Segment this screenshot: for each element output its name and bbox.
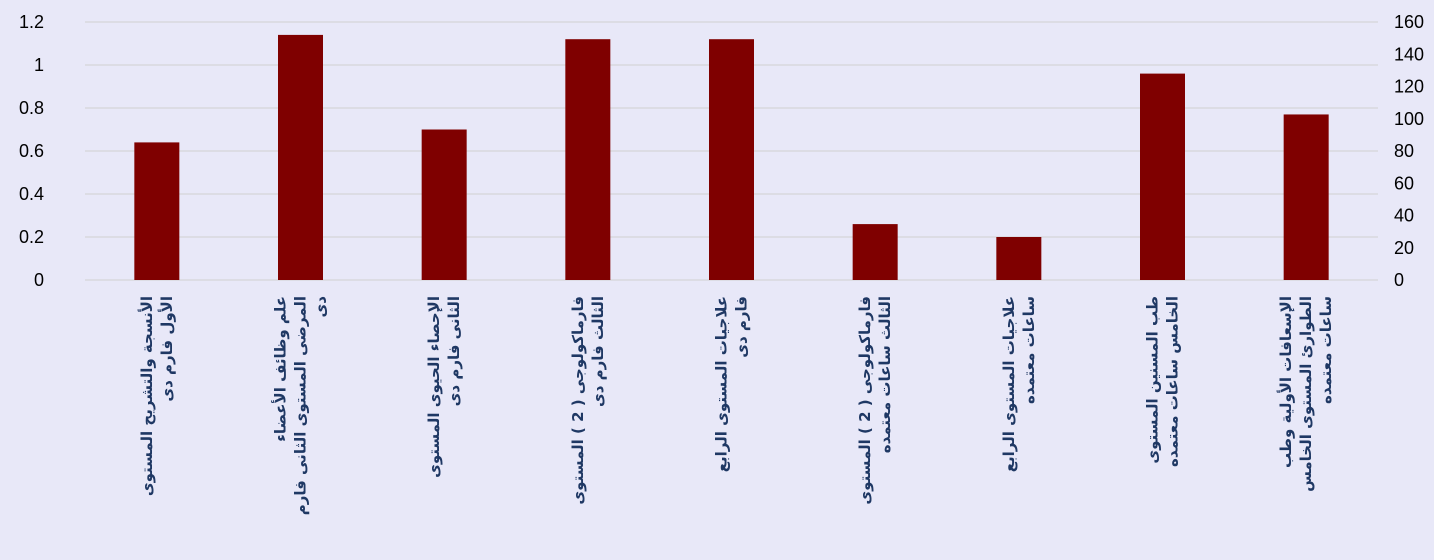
bars [134, 34, 1329, 281]
bar [1140, 73, 1185, 280]
category-label-line: طب المسنين المستوى [1144, 296, 1162, 464]
category-label-line: الثانى فارم دى [445, 296, 463, 406]
category-label-line: دى [312, 296, 330, 318]
category-label-line: الأنسجة والتشريح المستوى [138, 296, 156, 496]
y-left-tick-label: 1 [34, 55, 44, 75]
category-label: طب المسنين المستوى الخامس ساعات معتمده [1144, 296, 1182, 467]
category-label-line: فارم دى [733, 296, 751, 358]
bar [996, 237, 1042, 280]
category-label-line: فارماكولوجى ( 2 ) المستوى [856, 296, 874, 505]
y-right-tick-label: 140 [1394, 44, 1424, 64]
y-right-tick-label: 20 [1394, 238, 1414, 258]
y-axis-left-ticks: 0 0.2 0.4 0.6 0.8 1 1.2 [19, 12, 44, 290]
y-left-tick-label: 0.8 [19, 98, 44, 118]
category-label: علاجيات المستوى الرابع فارم دى [713, 296, 751, 472]
y-right-tick-label: 0 [1394, 270, 1404, 290]
category-label-line: الطوارئ المستوى الخامس [1297, 296, 1315, 492]
category-label-line: الإسعافات الأولية وطب [1277, 296, 1295, 468]
category-label: فارماكولوجى ( 2 ) المستوى الثالث فارم دى [569, 296, 607, 505]
y-right-tick-label: 120 [1394, 77, 1424, 97]
category-label: الإسعافات الأولية وطب الطوارئ المستوى الخ… [1277, 296, 1335, 492]
category-label-line: ساعات معتمده [1020, 296, 1038, 404]
y-left-tick-label: 0.6 [19, 141, 44, 161]
category-label-line: علاجيات المستوى الرابع [1000, 296, 1018, 472]
category-label-line: علاجيات المستوى الرابع [713, 296, 731, 472]
category-label: الأنسجة والتشريح المستوى الأول فارم دى [138, 296, 176, 496]
y-left-tick-label: 0 [34, 270, 44, 290]
category-label: فارماكولوجى ( 2 ) المستوى الثالث ساعات مع… [856, 296, 894, 505]
category-label-line: فارماكولوجى ( 2 ) المستوى [569, 296, 587, 505]
y-right-tick-label: 160 [1394, 12, 1424, 32]
category-label-line: ساعات معتمده [1317, 296, 1335, 404]
category-label-line: الأول فارم دى [158, 296, 176, 402]
category-label-line: الثالث ساعات معتمده [876, 296, 894, 453]
bar [278, 34, 323, 281]
category-label-line: الثالث فارم دى [589, 296, 607, 407]
category-label-line: المرضى المستوى الثانى فارم [292, 296, 310, 515]
y-right-tick-label: 100 [1394, 109, 1424, 129]
bar [709, 39, 754, 281]
y-right-tick-label: 80 [1394, 141, 1414, 161]
bar [134, 142, 180, 280]
y-axis-right-ticks: 0 20 40 60 80 100 120 140 160 [1394, 12, 1424, 290]
bar [565, 39, 611, 281]
y-right-tick-label: 40 [1394, 206, 1414, 226]
category-label-line: الخامس ساعات معتمده [1164, 296, 1182, 467]
category-label: علاجيات المستوى الرابع ساعات معتمده [1000, 296, 1038, 472]
bar [421, 129, 467, 280]
bar [1283, 114, 1329, 280]
bar [852, 224, 898, 280]
y-left-tick-label: 0.2 [19, 227, 44, 247]
category-label: الإحصاء الحيوى المستوى الثانى فارم دى [425, 296, 463, 478]
y-left-tick-label: 1.2 [19, 12, 44, 32]
category-label-line: علم وظائف الأعضاء [272, 296, 290, 442]
category-label-line: الإحصاء الحيوى المستوى [425, 296, 443, 478]
y-right-tick-label: 60 [1394, 173, 1414, 193]
y-left-tick-label: 0.4 [19, 184, 44, 204]
category-label: علم وظائف الأعضاء المرضى المستوى الثانى ف… [272, 296, 330, 516]
category-labels: الأنسجة والتشريح المستوى الأول فارم دى علم… [138, 296, 1335, 516]
